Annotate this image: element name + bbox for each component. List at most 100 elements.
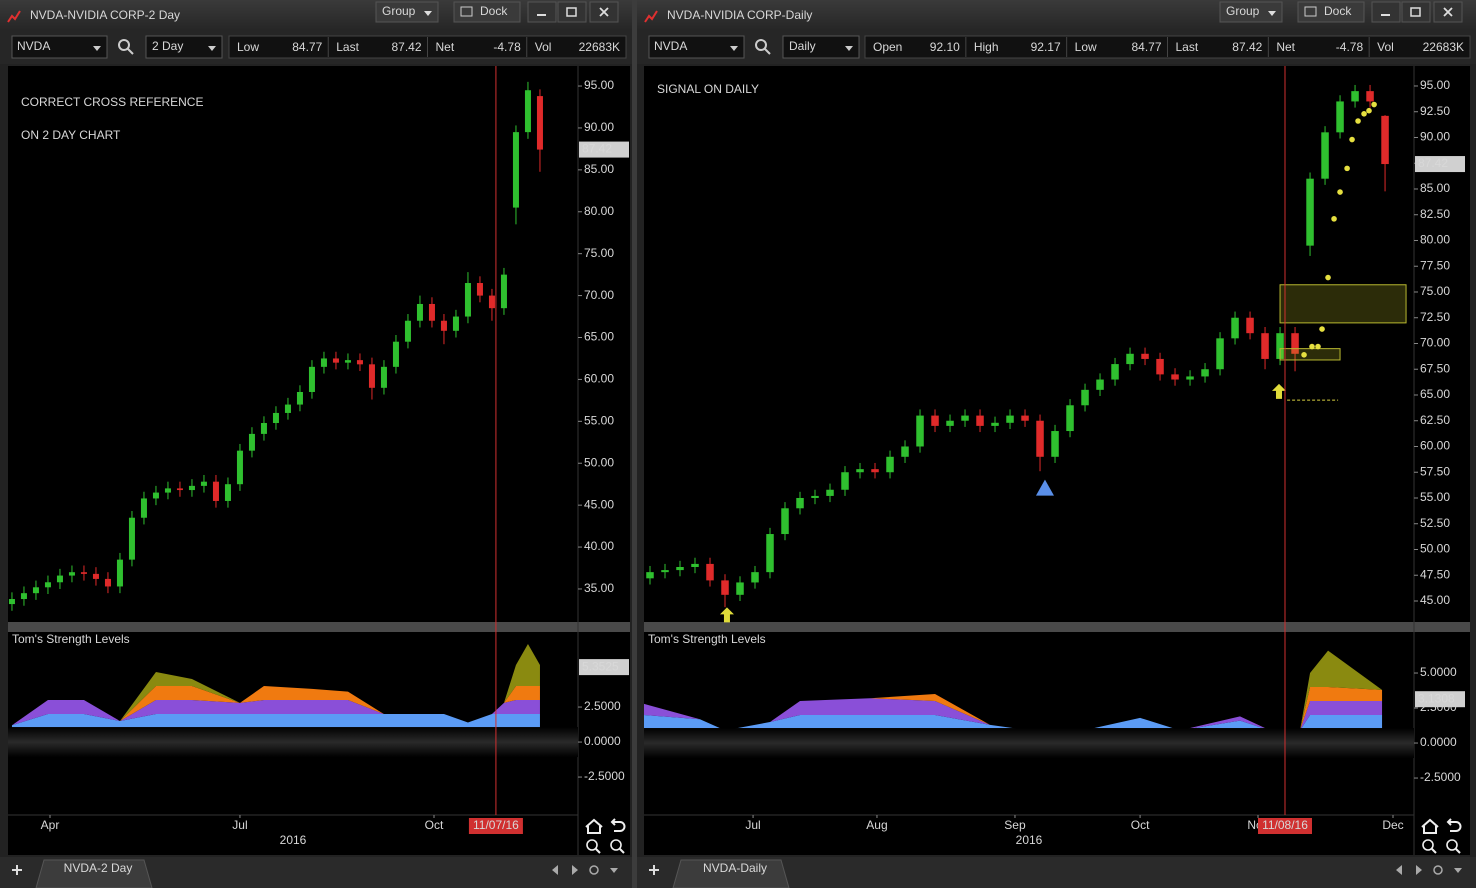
tab-scroll[interactable] bbox=[572, 865, 578, 875]
maximize-icon bbox=[566, 7, 577, 17]
group-button[interactable] bbox=[375, 1, 439, 23]
quote-label: Open bbox=[873, 40, 902, 54]
y-tick-label: 35.00 bbox=[584, 581, 614, 595]
candle-body bbox=[116, 559, 123, 587]
zoom-in-icon-handle bbox=[595, 848, 601, 854]
search-icon[interactable] bbox=[755, 39, 767, 51]
zoom-out-icon[interactable] bbox=[610, 839, 622, 851]
zoom-in-icon[interactable] bbox=[1422, 839, 1434, 851]
y-tick-label: 60.00 bbox=[1420, 439, 1450, 453]
tab[interactable] bbox=[672, 859, 790, 888]
y-tick-label: 90.00 bbox=[1420, 130, 1450, 144]
y-tick-label: 77.50 bbox=[1420, 258, 1450, 272]
minimize-button[interactable] bbox=[1371, 1, 1401, 23]
candle-body bbox=[1186, 376, 1194, 380]
add-tab-icon[interactable] bbox=[12, 865, 22, 875]
add-tab-icon[interactable] bbox=[649, 865, 659, 875]
quote-label: Last bbox=[336, 40, 359, 54]
candle-body bbox=[104, 578, 111, 587]
zoom-in-icon[interactable] bbox=[586, 839, 598, 851]
search-handle bbox=[764, 48, 771, 55]
candle-body bbox=[1171, 374, 1179, 380]
stop-dot bbox=[1325, 274, 1331, 281]
home-icon[interactable] bbox=[585, 818, 603, 834]
candle-body bbox=[1321, 132, 1329, 179]
tab-label: NVDA-2 Day bbox=[64, 861, 133, 875]
interval-combo[interactable] bbox=[145, 35, 223, 59]
maximize-button[interactable] bbox=[1401, 1, 1431, 23]
group-button[interactable] bbox=[1219, 1, 1283, 23]
candle-body bbox=[308, 366, 315, 392]
zero-band bbox=[644, 728, 1414, 759]
candle-body bbox=[284, 404, 291, 413]
window-title: NVDA-NVIDIA CORP-2 Day bbox=[30, 8, 180, 22]
candle-body bbox=[1021, 415, 1029, 421]
candle-body bbox=[176, 488, 183, 491]
y-tick-label: 62.50 bbox=[1420, 413, 1450, 427]
candle-body bbox=[1066, 405, 1074, 432]
symbol-text: NVDA bbox=[654, 39, 687, 53]
interval-combo[interactable] bbox=[782, 35, 860, 59]
annotation: CORRECT CROSS REFERENCE bbox=[21, 95, 203, 109]
home-icon[interactable] bbox=[1421, 818, 1439, 834]
y-tick-label: 0.0000 bbox=[1420, 735, 1457, 749]
group-label: Group bbox=[382, 4, 416, 18]
candle-body bbox=[886, 456, 894, 473]
candle-body bbox=[332, 358, 339, 363]
y-tick-label: 80.00 bbox=[584, 204, 614, 218]
y-tick-label: 45.00 bbox=[584, 497, 614, 511]
close-icon bbox=[1443, 7, 1453, 17]
tab-scroll[interactable] bbox=[1396, 865, 1402, 875]
price-pane bbox=[8, 66, 630, 622]
candle-body bbox=[380, 366, 387, 388]
symbol-text: NVDA bbox=[17, 39, 50, 53]
undo-icon[interactable] bbox=[1446, 818, 1462, 832]
y-tick-label: 2.5000 bbox=[584, 699, 621, 713]
tab-scroll[interactable] bbox=[552, 865, 558, 875]
dropdown-arrow bbox=[845, 46, 853, 51]
y-tick-label: 72.50 bbox=[1420, 310, 1450, 324]
candle-body bbox=[976, 415, 984, 426]
tab[interactable] bbox=[35, 859, 153, 888]
tab-menu[interactable] bbox=[1454, 868, 1462, 873]
tab-scroll[interactable] bbox=[1416, 865, 1422, 875]
minimize-button[interactable] bbox=[527, 1, 557, 23]
indicator-title: Tom's Strength Levels bbox=[12, 632, 130, 646]
quote-value: 87.42 bbox=[1232, 40, 1262, 54]
candle-body bbox=[1036, 420, 1044, 457]
tab-refresh[interactable] bbox=[589, 865, 599, 875]
title-bar bbox=[0, 0, 632, 30]
tab-refresh[interactable] bbox=[1433, 865, 1443, 875]
maximize-icon bbox=[1410, 7, 1421, 17]
last-price-box bbox=[579, 141, 629, 158]
quote-value: 84.77 bbox=[1131, 40, 1161, 54]
dock-label: Dock bbox=[480, 4, 508, 18]
search-icon[interactable] bbox=[118, 39, 130, 51]
tab-menu[interactable] bbox=[610, 868, 618, 873]
indicator-value-label: 5.3525 bbox=[582, 659, 619, 673]
candle-body bbox=[901, 446, 909, 457]
undo-icon[interactable] bbox=[610, 818, 626, 832]
zoom-in-icon-handle bbox=[1431, 848, 1437, 854]
y-tick-label: 92.50 bbox=[1420, 104, 1450, 118]
quote-value: 22683K bbox=[579, 40, 620, 54]
candle-body bbox=[946, 420, 954, 426]
candle-body bbox=[368, 364, 375, 388]
symbol-combo[interactable] bbox=[648, 35, 745, 59]
candle-body bbox=[1291, 333, 1299, 354]
candle-body bbox=[236, 450, 243, 485]
dock-icon bbox=[1304, 6, 1317, 17]
dock-icon bbox=[460, 6, 473, 17]
candle-body bbox=[476, 283, 483, 296]
candle-body bbox=[1006, 415, 1014, 423]
zoom-out-icon[interactable] bbox=[1446, 839, 1458, 851]
candle-body bbox=[416, 303, 423, 321]
candle-body bbox=[140, 498, 147, 518]
candle-body bbox=[766, 534, 774, 573]
candle-body bbox=[781, 508, 789, 535]
symbol-combo[interactable] bbox=[11, 35, 108, 59]
maximize-button[interactable] bbox=[557, 1, 587, 23]
candle-body bbox=[1336, 101, 1344, 133]
quote-label: High bbox=[974, 40, 999, 54]
